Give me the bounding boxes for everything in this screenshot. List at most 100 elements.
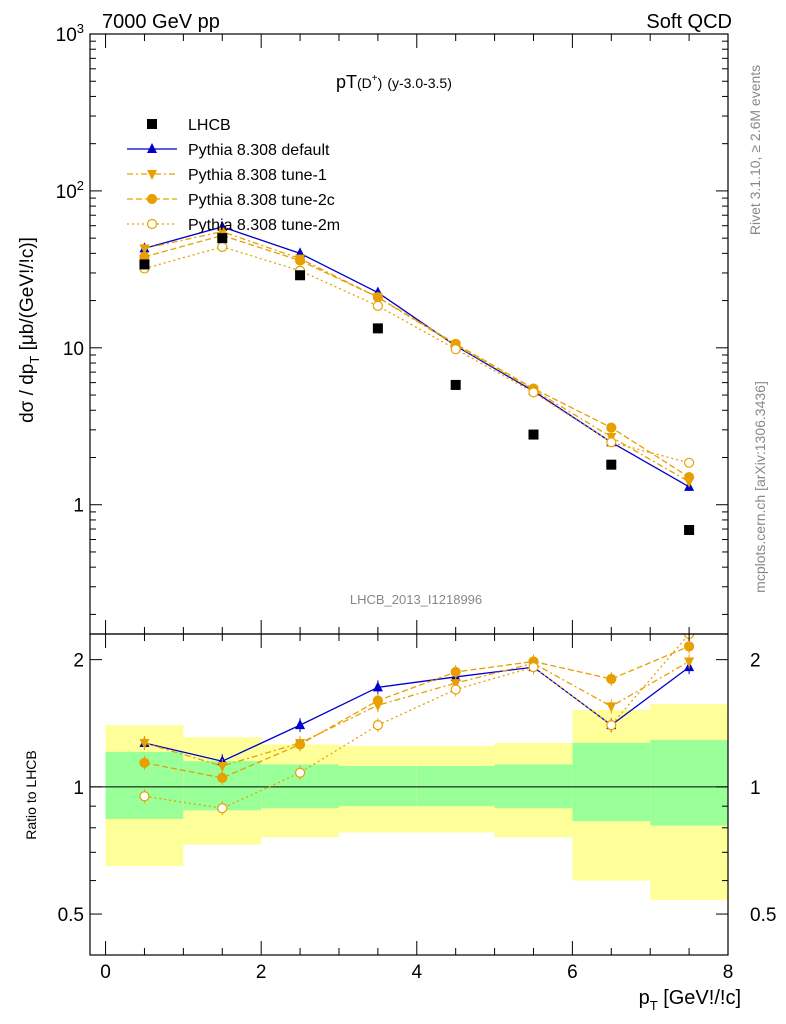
legend-label-1: Pythia 8.308 default xyxy=(188,142,330,159)
ratio-line-0 xyxy=(144,666,690,762)
ratio-point-0-2 xyxy=(295,719,306,730)
ratio-ytick-label-1: 1 xyxy=(73,778,84,799)
ratio-ytick-label-0: 0.5 xyxy=(58,905,84,926)
ratio-line-2 xyxy=(144,645,690,779)
ratio-y-axis-label: Ratio to LHCB xyxy=(23,750,39,839)
top-ytick-label-0: 1 xyxy=(73,496,84,517)
analysis-id-label: LHCB_2013_I1218996 xyxy=(350,592,482,607)
top-point-4-1 xyxy=(217,241,228,252)
top-ytick-label-base-0: 1 xyxy=(73,496,84,517)
legend-label-0: LHCB xyxy=(188,117,231,134)
top-point-2-0 xyxy=(139,244,150,255)
ratio-point-2-7 xyxy=(683,641,695,652)
x-axis-label-b: [GeV!/!c] xyxy=(658,987,741,1009)
top-ytick-label-2: 102 xyxy=(56,178,84,203)
top-point-4-5 xyxy=(528,387,539,398)
top-point-0-1 xyxy=(217,233,228,244)
ratio-line-1 xyxy=(144,660,690,767)
top-ytick-label-base-1: 10 xyxy=(63,339,84,360)
band-inner-5 xyxy=(494,764,573,809)
ratio-point-1-6 xyxy=(606,702,617,713)
top-frame xyxy=(89,33,729,635)
top-point-3-6 xyxy=(606,422,617,433)
mcplots-label: mcplots.cern.ch [arXiv:1306.3436] xyxy=(752,381,768,593)
ratio-point-2-3 xyxy=(372,695,383,706)
top-point-0-7 xyxy=(684,525,695,536)
legend-label-3: Pythia 8.308 tune-2c xyxy=(188,192,335,209)
plot-title-main: pT xyxy=(336,72,357,92)
ratio-point-3-1 xyxy=(217,803,228,814)
ratio-point-1-7 xyxy=(684,657,695,668)
top-ytick-label-1: 10 xyxy=(63,339,84,360)
x-axis-label-a: p xyxy=(639,987,650,1009)
top-ytick-label-3: 103 xyxy=(56,21,84,46)
top-point-0-6 xyxy=(606,459,617,470)
ratio-point-3-0 xyxy=(139,791,150,802)
plot-title-paren: (D xyxy=(357,75,372,91)
top-line-3 xyxy=(144,234,690,478)
ratio-point-3-2 xyxy=(294,767,306,778)
header-category-label: Soft QCD xyxy=(646,11,732,33)
top-line-2 xyxy=(144,230,690,483)
top-point-0-3 xyxy=(372,323,383,334)
ratio-point-1-0 xyxy=(139,738,150,749)
plot-title-sup: + xyxy=(372,73,378,84)
top-ytick-label-sup-3: 3 xyxy=(77,21,84,36)
top-point-3-3 xyxy=(372,292,383,303)
top-line-1 xyxy=(144,226,690,488)
plot-title: pT(D+) (y-3.0-3.5) xyxy=(336,72,452,92)
xtick-label-1: 2 xyxy=(256,962,267,983)
ratio-ytick-label-2: 2 xyxy=(73,651,84,672)
top-point-4-3 xyxy=(372,300,383,311)
header-energy-label: 7000 GeV pp xyxy=(102,11,220,33)
ratio-point-2-6 xyxy=(606,673,617,685)
xtick-label-4: 8 xyxy=(723,962,734,983)
top-y-axis-label-b: [μb/(GeV!/!c)] xyxy=(17,237,38,356)
ratio-frame xyxy=(89,633,729,956)
legend-label-2: Pythia 8.308 tune-1 xyxy=(188,167,327,184)
top-point-3-7 xyxy=(683,471,695,483)
top-point-0-5 xyxy=(528,429,539,440)
top-y-axis-label: dσ / dpT [μb/(GeV!/!c)] xyxy=(17,237,42,423)
top-point-0-0 xyxy=(139,259,150,270)
top-point-0-4 xyxy=(450,379,461,390)
legend-marker-3 xyxy=(146,193,158,205)
xtick-label-3: 6 xyxy=(567,962,578,983)
legend: LHCB Pythia 8.308 default Pythia 8.308 tun… xyxy=(127,117,340,234)
xtick-label-2: 4 xyxy=(411,962,422,983)
legend-label-4: Pythia 8.308 tune-2m xyxy=(188,217,340,234)
top-point-4-7 xyxy=(683,457,695,468)
legend-marker-4 xyxy=(146,218,158,230)
x-axis-label-sub: T xyxy=(650,998,658,1013)
ratio-ytick-label-right-1: 1 xyxy=(750,778,761,799)
ratio-point-3-5 xyxy=(528,662,539,673)
ratio-point-2-1 xyxy=(217,772,228,783)
top-point-4-6 xyxy=(606,437,617,448)
ratio-point-3-6 xyxy=(606,720,617,731)
top-ytick-label-base-2: 10 xyxy=(56,182,77,203)
ratio-point-1-1 xyxy=(217,762,228,773)
ratio-point-3-4 xyxy=(450,684,461,695)
ratio-point-2-0 xyxy=(139,757,150,768)
ratio-ytick-label-right-0: 0.5 xyxy=(750,905,776,926)
band-inner-6 xyxy=(572,742,651,822)
band-inner-3 xyxy=(338,766,417,807)
ratio-point-0-3 xyxy=(372,681,383,692)
top-panel-series xyxy=(139,220,695,536)
top-point-4-4 xyxy=(450,344,461,355)
x-axis-label: pT [GeV!/!c] xyxy=(639,987,741,1013)
rivet-version-label: Rivet 3.1.10, ≥ 2.6M events xyxy=(747,65,763,235)
top-point-3-2 xyxy=(294,255,306,266)
plot-title-close: ) xyxy=(378,75,383,91)
plot-title-range: (y-3.0-3.5) xyxy=(387,75,452,91)
band-inner-7 xyxy=(650,740,728,826)
top-ytick-label-base-3: 10 xyxy=(56,25,77,46)
xtick-label-0: 0 xyxy=(100,962,111,983)
top-y-axis-label-sub: T xyxy=(27,356,42,364)
top-point-0-2 xyxy=(295,270,306,281)
legend-marker-1 xyxy=(147,143,157,153)
ratio-point-2-2 xyxy=(294,739,306,750)
ratio-panel-series xyxy=(139,634,695,816)
